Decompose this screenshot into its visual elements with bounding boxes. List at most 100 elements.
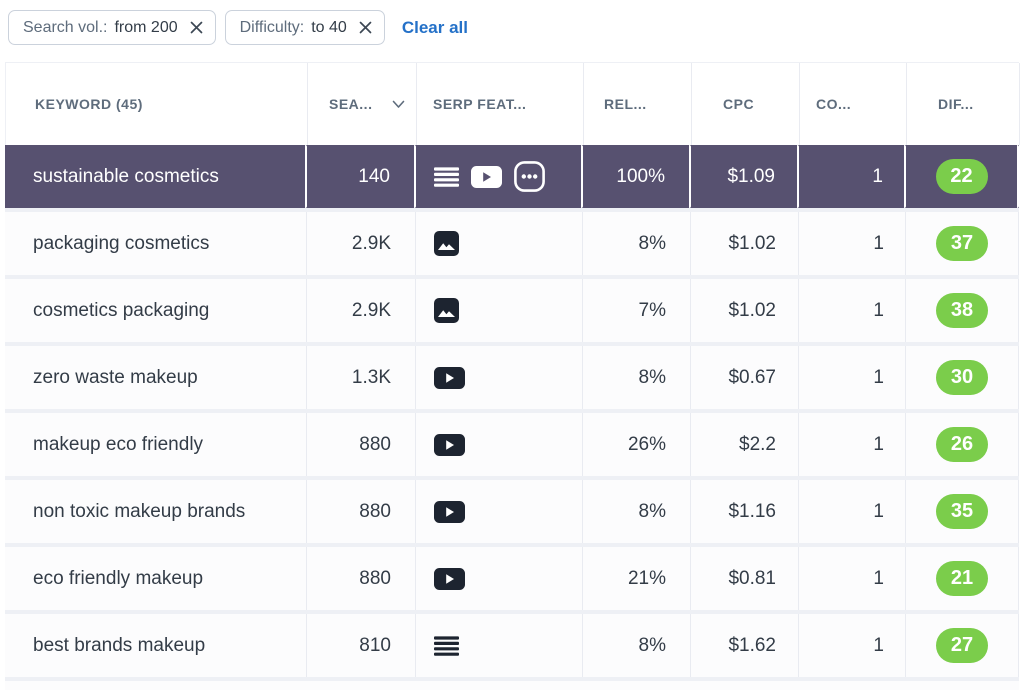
more-icon[interactable] (514, 161, 545, 192)
youtube-icon (434, 500, 465, 523)
column-header-related[interactable]: REL... (584, 63, 692, 145)
table-body: sustainable cosmetics 140 100% $1.09 1 22 pack… (5, 145, 1019, 690)
column-header-cpc[interactable]: CPC (692, 63, 800, 145)
difficulty-badge: 27 (936, 628, 988, 663)
related-percent-cell: 21% (583, 547, 691, 610)
difficulty-cell: 21 (906, 547, 1019, 610)
column-header-search-volume[interactable]: SEA... (308, 63, 417, 145)
remove-filter-icon[interactable] (359, 21, 372, 34)
search-volume-cell: 880 (307, 480, 416, 543)
serp-features-cell (416, 614, 583, 677)
youtube-icon (434, 567, 465, 590)
difficulty-badge: 38 (936, 293, 988, 328)
cpc-cell: $1.02 (691, 279, 799, 342)
cpc-cell: $1.09 (691, 145, 799, 208)
competition-cell: 1 (799, 346, 906, 409)
image-icon (434, 298, 459, 323)
keyword-cell[interactable]: best brands makeup (5, 614, 307, 677)
keyword-cell[interactable]: non toxic makeup brands (5, 480, 307, 543)
search-volume-cell: 880 (307, 413, 416, 476)
keywords-table: KEYWORD (45) SEA... SERP FEAT... REL... … (5, 62, 1020, 690)
remove-filter-icon[interactable] (190, 21, 203, 34)
table-row[interactable]: makeup eco friendly 880 26% $2.2 1 26 (5, 413, 1019, 476)
cpc-cell: $0.81 (691, 547, 799, 610)
youtube-icon (434, 366, 465, 389)
table-row[interactable]: non toxic makeup brands 880 8% $1.16 1 35 (5, 480, 1019, 543)
table-row[interactable]: cosmetics packaging 2.9K 7% $1.02 1 38 (5, 279, 1019, 342)
cpc-cell: $1.02 (691, 212, 799, 275)
serp-features-cell (416, 547, 583, 610)
serp-features-cell (416, 413, 583, 476)
serp-features-cell (416, 279, 583, 342)
difficulty-cell: 38 (906, 279, 1019, 342)
difficulty-badge: 35 (936, 494, 988, 529)
search-volume-cell: 810 (307, 614, 416, 677)
serp-features-cell (416, 480, 583, 543)
related-percent-cell: 8% (583, 614, 691, 677)
column-header-keyword[interactable]: KEYWORD (45) (6, 63, 308, 145)
keyword-cell[interactable]: eco friendly makeup (5, 547, 307, 610)
table-row[interactable]: best brands makeup 810 8% $1.62 1 27 (5, 614, 1019, 677)
table-row-partial (5, 681, 1019, 690)
list-icon (434, 166, 459, 187)
serp-features-cell (416, 145, 583, 208)
related-percent-cell: 26% (583, 413, 691, 476)
cpc-cell: $0.67 (691, 346, 799, 409)
difficulty-badge: 26 (936, 427, 988, 462)
difficulty-cell: 26 (906, 413, 1019, 476)
table-row[interactable]: packaging cosmetics 2.9K 8% $1.02 1 37 (5, 212, 1019, 275)
filter-chip-value: to 40 (311, 18, 347, 36)
filter-chip-value: from 200 (114, 18, 178, 36)
clear-all-link[interactable]: Clear all (401, 17, 468, 37)
difficulty-cell: 22 (906, 145, 1019, 208)
column-header-serp-features[interactable]: SERP FEAT... (417, 63, 584, 145)
difficulty-badge: 37 (936, 226, 988, 261)
filter-bar: Search vol.: from 200 Difficulty: to 40 … (8, 10, 468, 45)
keyword-cell[interactable]: packaging cosmetics (5, 212, 307, 275)
difficulty-cell: 27 (906, 614, 1019, 677)
keyword-cell[interactable]: makeup eco friendly (5, 413, 307, 476)
table-row[interactable]: eco friendly makeup 880 21% $0.81 1 21 (5, 547, 1019, 610)
search-volume-cell: 2.9K (307, 212, 416, 275)
sort-chevron-down-icon[interactable] (392, 100, 405, 109)
related-percent-cell: 8% (583, 346, 691, 409)
competition-cell: 1 (799, 413, 906, 476)
search-volume-cell: 140 (307, 145, 416, 208)
filter-chip-label: Difficulty: (239, 18, 305, 36)
keyword-cell[interactable]: zero waste makeup (5, 346, 307, 409)
difficulty-badge: 30 (936, 360, 988, 395)
difficulty-badge: 22 (935, 159, 988, 194)
competition-cell: 1 (799, 480, 906, 543)
related-percent-cell: 100% (583, 145, 691, 208)
difficulty-badge: 21 (936, 561, 988, 596)
search-volume-cell: 1.3K (307, 346, 416, 409)
competition-cell: 1 (799, 212, 906, 275)
difficulty-cell: 30 (906, 346, 1019, 409)
table-header: KEYWORD (45) SEA... SERP FEAT... REL... … (5, 62, 1020, 145)
filter-chip-search-volume[interactable]: Search vol.: from 200 (8, 10, 216, 45)
related-percent-cell: 8% (583, 480, 691, 543)
column-header-competition[interactable]: CO... (800, 63, 907, 145)
filter-chip-label: Search vol.: (23, 18, 108, 36)
list-icon (434, 635, 459, 656)
competition-cell: 1 (799, 279, 906, 342)
serp-features-cell (416, 212, 583, 275)
difficulty-cell: 35 (906, 480, 1019, 543)
table-row[interactable]: zero waste makeup 1.3K 8% $0.67 1 30 (5, 346, 1019, 409)
related-percent-cell: 7% (583, 279, 691, 342)
competition-cell: 1 (799, 547, 906, 610)
youtube-icon (471, 165, 502, 188)
column-header-difficulty[interactable]: DIF... (907, 63, 1020, 145)
image-icon (434, 231, 459, 256)
keyword-cell[interactable]: sustainable cosmetics (5, 145, 307, 208)
filter-chip-difficulty[interactable]: Difficulty: to 40 (224, 10, 385, 45)
cpc-cell: $2.2 (691, 413, 799, 476)
difficulty-cell: 37 (906, 212, 1019, 275)
competition-cell: 1 (799, 145, 906, 208)
search-volume-cell: 2.9K (307, 279, 416, 342)
serp-features-cell (416, 346, 583, 409)
keyword-cell[interactable]: cosmetics packaging (5, 279, 307, 342)
table-row[interactable]: sustainable cosmetics 140 100% $1.09 1 22 (5, 145, 1019, 208)
youtube-icon (434, 433, 465, 456)
